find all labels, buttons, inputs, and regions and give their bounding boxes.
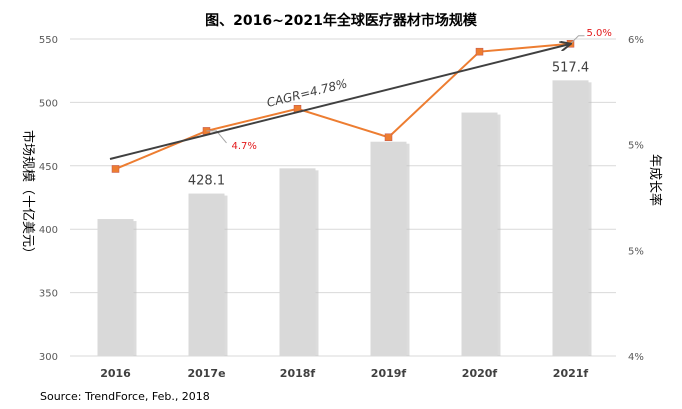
y-tick-right: 6%	[628, 35, 644, 46]
y-axis-right-label: 年成长率	[647, 154, 663, 206]
line-marker	[384, 133, 393, 142]
bar	[461, 112, 498, 356]
growth-line	[115, 42, 571, 170]
line-marker	[111, 165, 120, 173]
line-marker	[475, 47, 484, 56]
y-axis-left-label: 市场规模（十亿美元）	[20, 130, 36, 260]
y-tick-left: 450	[39, 162, 58, 173]
y-tick-right: 5%	[628, 141, 644, 152]
label-leader-line	[206, 130, 227, 144]
bar	[279, 168, 316, 356]
x-tick: 2017e	[187, 367, 225, 380]
y-tick-left: 400	[39, 225, 58, 236]
bar	[552, 80, 589, 357]
line-data-label: 4.7%	[232, 141, 257, 152]
line-data-label: 5.0%	[587, 28, 612, 39]
bar	[188, 193, 225, 356]
bar-data-label: 517.4	[552, 60, 589, 75]
y-tick-left: 350	[39, 289, 58, 300]
bar-data-label: 428.1	[188, 174, 225, 189]
x-tick: 2020f	[462, 367, 498, 380]
cagr-annotation: CAGR=4.78%	[265, 76, 348, 110]
chart-title: 图、2016~2021年全球医疗器材市场规模	[205, 12, 478, 29]
cagr-arrow	[109, 44, 570, 160]
bar	[97, 219, 134, 356]
bar	[370, 141, 407, 356]
label-leader-line	[570, 35, 585, 45]
y-tick-left: 300	[39, 352, 58, 363]
y-tick-left: 500	[39, 98, 58, 109]
x-tick: 2021f	[553, 367, 589, 380]
y-tick-left: 550	[39, 35, 58, 46]
source-note: Source: TrendForce, Feb., 2018	[40, 390, 210, 403]
y-tick-right: 5%	[628, 246, 644, 257]
y-tick-right: 4%	[628, 352, 644, 363]
x-tick: 2019f	[371, 367, 407, 380]
x-tick: 2018f	[280, 367, 316, 380]
x-tick: 2016	[100, 367, 131, 380]
